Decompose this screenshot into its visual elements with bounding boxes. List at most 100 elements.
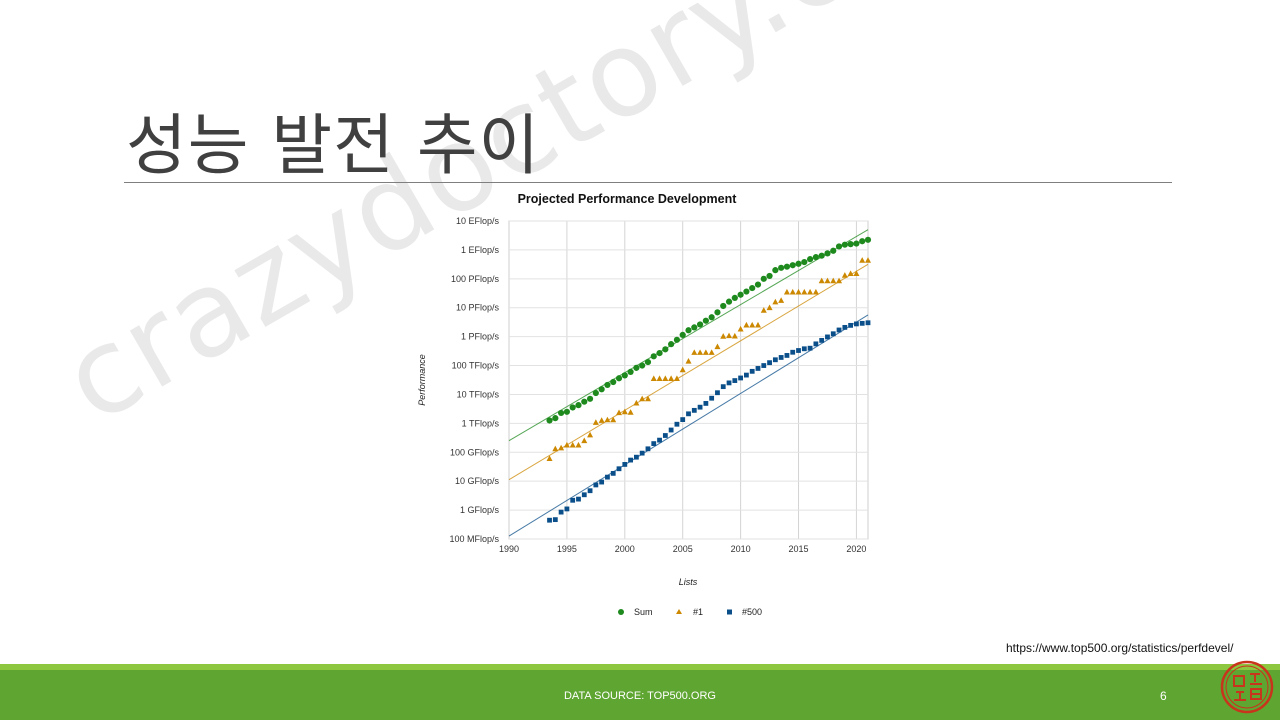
no500-point	[645, 446, 651, 452]
sum-point	[760, 275, 767, 282]
sum-point	[569, 404, 576, 411]
y-tick-label: 10 TFlop/s	[457, 389, 500, 399]
performance-chart: Projected Performance Development 1990 19…	[417, 192, 872, 617]
chart-markers	[546, 236, 872, 523]
no500-point	[749, 368, 755, 374]
sum-point	[853, 240, 860, 247]
no500-point	[633, 454, 639, 460]
no1-point	[760, 307, 767, 313]
sum-point	[714, 309, 721, 316]
no1-point	[546, 455, 553, 462]
no1-point	[726, 332, 733, 339]
no500-point	[715, 390, 720, 396]
no1-point	[610, 416, 617, 423]
sum-point	[737, 291, 744, 298]
no500-point	[610, 470, 616, 476]
chart-tick-labels: 1990 1995 2000 2005 2010 2015 2020 100 MFlop/s 1…	[449, 216, 866, 554]
sum-point	[795, 260, 802, 267]
no500-point	[691, 407, 697, 413]
legend-no1-marker	[676, 609, 682, 614]
x-tick-label: 1990	[499, 544, 519, 554]
chart-gridlines	[508, 220, 869, 540]
sum-point	[650, 353, 657, 360]
source-url[interactable]: https://www.top500.org/statistics/perfde…	[1006, 641, 1234, 655]
no500-point	[720, 384, 726, 390]
no500-point	[825, 334, 830, 340]
no1-point	[587, 431, 594, 438]
sum-point	[575, 402, 582, 409]
page-number: 6	[1160, 689, 1167, 703]
chart-container: Projected Performance Development 1990 19…	[400, 186, 880, 636]
no1-point	[627, 409, 634, 415]
no1-point	[853, 270, 860, 277]
no500-point	[628, 457, 633, 463]
no1-point	[772, 298, 779, 305]
sum-point	[586, 395, 594, 402]
no500-point	[865, 320, 871, 326]
no500-point	[703, 401, 709, 406]
no1-point	[662, 375, 669, 381]
sum-point	[847, 241, 854, 248]
y-tick-label: 100 TFlop/s	[452, 361, 500, 371]
y-tick-label: 10 PFlop/s	[456, 303, 500, 313]
sum-point	[824, 250, 831, 257]
sum-point	[783, 263, 791, 270]
no1-point	[616, 409, 623, 416]
y-tick-label: 100 MFlop/s	[449, 534, 499, 544]
footer-accent-strip	[0, 664, 1280, 670]
sum-point	[801, 258, 808, 266]
no500-point	[674, 421, 680, 427]
no1-point	[720, 333, 727, 339]
chart-trendlines	[508, 229, 869, 537]
no500-point	[651, 441, 657, 446]
sum-point	[668, 341, 675, 348]
no500-point	[564, 506, 570, 512]
y-tick-label: 1 GFlop/s	[460, 505, 500, 515]
trend-line	[508, 263, 869, 481]
no500-point	[732, 378, 738, 383]
sum-point	[615, 375, 623, 382]
no500-point	[836, 327, 842, 333]
x-tick-label: 2015	[789, 544, 809, 554]
no500-point	[784, 353, 790, 358]
y-axis-label: Performance	[417, 354, 427, 406]
no1-point	[865, 257, 871, 263]
no500-point	[813, 341, 819, 347]
sum-point	[598, 386, 605, 393]
sum-point	[830, 247, 837, 254]
title-divider	[124, 182, 1172, 183]
no1-point	[731, 332, 738, 339]
no500-point	[778, 355, 784, 360]
trend-line	[508, 314, 869, 537]
no1-point	[847, 270, 854, 277]
sum-point	[656, 350, 663, 357]
no1-point	[812, 288, 819, 295]
no1-point	[830, 277, 837, 284]
no1-point	[679, 366, 686, 373]
no500-point	[581, 492, 587, 498]
sum-point	[662, 346, 669, 353]
no500-point	[796, 348, 801, 353]
no500-point	[697, 404, 703, 410]
sum-point	[627, 368, 634, 376]
no1-point	[581, 437, 588, 444]
x-tick-label: 1995	[557, 544, 577, 554]
sum-point	[708, 314, 715, 321]
sum-point	[859, 238, 866, 245]
sum-point	[696, 321, 704, 328]
no500-point	[668, 427, 674, 433]
no1-point	[807, 288, 814, 295]
no1-point	[621, 408, 628, 415]
sum-point	[621, 372, 628, 379]
no1-point	[749, 321, 756, 328]
y-tick-label: 10 GFlop/s	[455, 476, 500, 486]
y-tick-label: 10 EFlop/s	[456, 216, 500, 226]
no1-point	[818, 277, 825, 284]
no1-point	[558, 444, 565, 451]
footer-data-source: DATA SOURCE: TOP500.ORG	[563, 690, 716, 702]
no500-point	[587, 488, 593, 494]
no500-point	[709, 395, 715, 401]
sum-point	[789, 262, 796, 269]
no1-point	[708, 349, 715, 355]
no1-point	[737, 325, 744, 332]
